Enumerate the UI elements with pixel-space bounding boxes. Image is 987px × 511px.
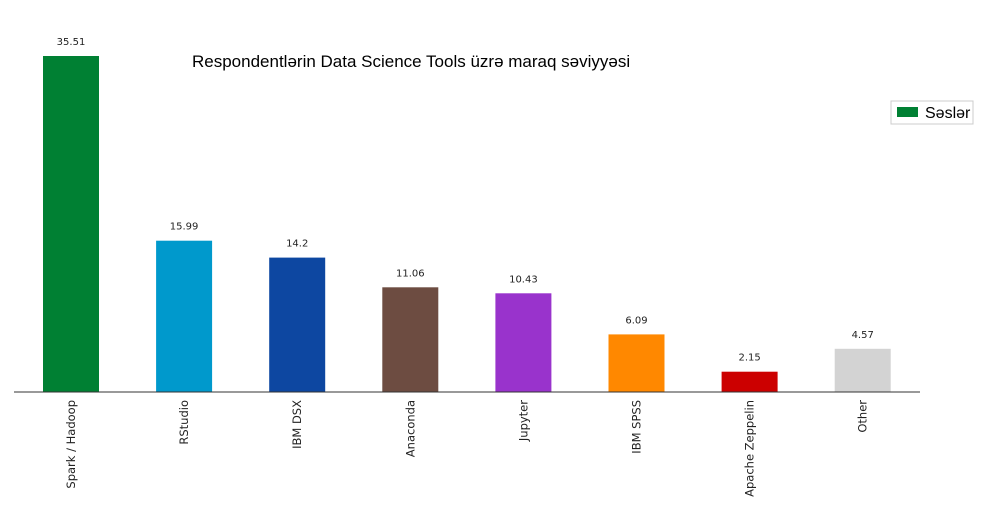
bar <box>834 348 891 392</box>
x-tick-label: RStudio <box>177 400 191 445</box>
value-label: 4.57 <box>852 330 874 341</box>
bar <box>269 257 326 392</box>
x-tick-label: Anaconda <box>403 400 417 457</box>
x-tick-labels-group: Spark / Hadoop RStudio IBM DSX Anaconda Jupy… <box>64 400 870 497</box>
value-label: 35.51 <box>57 37 86 48</box>
value-label: 2.15 <box>738 353 760 364</box>
legend[interactable]: Səslər <box>890 100 974 125</box>
x-tick-label: IBM SPSS <box>630 400 644 454</box>
legend-box <box>890 100 974 125</box>
x-tick-label: IBM DSX <box>290 400 304 449</box>
x-tick-label: Jupyter <box>516 400 530 442</box>
value-labels-group: 35.51 15.99 14.2 11.06 10.43 6.09 2.15 4.57 <box>57 37 874 364</box>
x-tick-label: Spark / Hadoop <box>64 400 78 489</box>
bar <box>382 287 439 392</box>
bar <box>721 371 778 392</box>
x-tick-label: Apache Zeppelin <box>743 400 757 497</box>
x-tick-label: Other <box>856 400 870 433</box>
value-label: 10.43 <box>509 274 538 285</box>
bar <box>608 334 665 392</box>
legend-swatch <box>897 107 918 117</box>
value-label: 6.09 <box>625 315 647 326</box>
value-label: 11.06 <box>396 268 425 279</box>
bars-group <box>43 56 891 392</box>
value-label: 15.99 <box>170 222 199 233</box>
chart-title: Respondentlərin Data Science Tools üzrə … <box>192 52 630 71</box>
bar <box>495 293 552 392</box>
bar <box>43 56 99 392</box>
legend-label: Səslər <box>925 105 971 122</box>
value-label: 14.2 <box>286 239 308 250</box>
bar <box>156 240 213 392</box>
